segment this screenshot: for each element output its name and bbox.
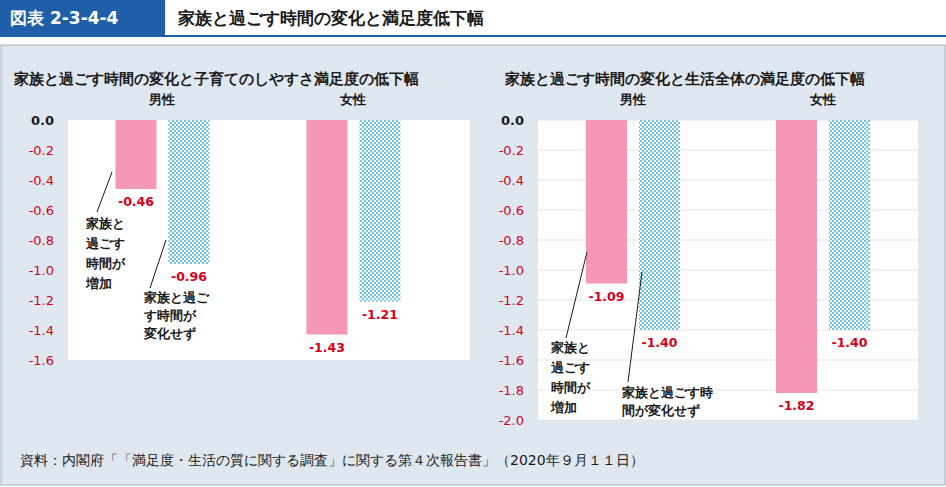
data-label: -1.40	[641, 335, 677, 350]
chart: 家族と過ごす時間の変化と子育てのしやすさ満足度の低下幅 0.0 -0.2 -0.4 -0…	[13, 70, 470, 368]
plot-area	[538, 120, 918, 420]
series-label-line: 家族と	[550, 340, 590, 355]
chart: 家族と過ごす時間の変化と生活全体の満足度の低下幅 0.0 -0.2 -0.4 -0.6 -…	[499, 70, 918, 428]
source: 資料：内閣府「「満足度・生活の質に関する調査」に関する第４次報告書」（2020年…	[20, 452, 644, 468]
data-label: -0.46	[118, 194, 154, 209]
tick-label: -1.0	[499, 263, 524, 278]
data-label: -0.96	[171, 269, 207, 284]
header-label: 図表 2-3-4-4	[10, 8, 119, 28]
series-label: 家族と過ごす時間が変化せず	[143, 290, 210, 341]
tick-label: -0.8	[499, 233, 524, 248]
series-label: 家族と過ごす時間が増加	[550, 340, 591, 415]
figure: 図表 2-3-4-4 家族と過ごす時間の変化と満足度低下幅家族と過ごす時間の変化と…	[0, 0, 946, 487]
series-label-line: 過ごす	[551, 360, 590, 375]
tick-label: 0.0	[31, 113, 54, 128]
category-label: 男性	[619, 92, 646, 107]
series-label-line: 家族と過ごす時	[621, 385, 713, 400]
series-label-line: 家族と過ご	[143, 290, 210, 305]
tick-label: -1.6	[29, 353, 54, 368]
series-label-line: 時間が	[86, 256, 126, 271]
grid-line	[538, 420, 918, 421]
bar	[639, 120, 680, 330]
series-label: 家族と過ごす時間が増加	[85, 216, 126, 291]
tick-label: -0.2	[499, 143, 524, 158]
header-label-box	[0, 0, 165, 35]
series-label-line: す時間が	[143, 308, 197, 323]
bar	[829, 120, 870, 330]
tick-label: -0.4	[499, 173, 524, 188]
tick-label: -1.4	[29, 323, 54, 338]
series-label-line: 過ごす	[86, 236, 125, 251]
data-label: -1.82	[778, 398, 814, 413]
series-label: 家族と過ごす時間が変化せず	[621, 385, 713, 418]
tick-label: 0.0	[501, 113, 524, 128]
panel	[1, 45, 945, 485]
bar	[306, 120, 347, 335]
leader-line	[566, 252, 587, 338]
tick-label: -0.2	[29, 143, 54, 158]
data-label: -1.43	[309, 340, 345, 355]
tick-label: -1.6	[499, 353, 524, 368]
category-label: 女性	[809, 92, 836, 107]
tick-label: -0.6	[29, 203, 54, 218]
series-label-line: 変化せず	[143, 326, 196, 341]
grid-line	[538, 390, 918, 391]
series-label-line: 時間が	[551, 380, 591, 395]
chart-title: 家族と過ごす時間の変化と生活全体の満足度の低下幅	[504, 70, 865, 88]
tick-label: -1.8	[499, 383, 524, 398]
tick-label: -1.0	[29, 263, 54, 278]
bars	[115, 120, 400, 335]
bar	[115, 120, 156, 189]
bar	[776, 120, 817, 393]
series-label-line: 家族と	[85, 216, 125, 231]
tick-label: -0.4	[29, 173, 54, 188]
series-label-line: 間が変化せず	[622, 403, 700, 418]
data-label: -1.21	[362, 307, 398, 322]
leader-line	[97, 172, 112, 212]
series-label-line: 増加	[85, 276, 112, 291]
bars	[586, 120, 870, 393]
data-label: -1.09	[588, 289, 624, 304]
category-label: 男性	[148, 92, 175, 107]
category-label: 女性	[339, 92, 366, 107]
chart-title: 家族と過ごす時間の変化と子育てのしやすさ満足度の低下幅	[13, 70, 419, 88]
data-label: -1.40	[831, 335, 867, 350]
leader-line	[150, 240, 166, 288]
bar	[359, 120, 400, 302]
header-rule	[0, 35, 946, 37]
bar	[586, 120, 627, 284]
page-background	[0, 0, 946, 487]
header-title: 家族と過ごす時間の変化と満足度低下幅	[177, 8, 484, 28]
plot-area	[68, 120, 470, 360]
tick-label: -0.6	[499, 203, 524, 218]
bar	[168, 120, 209, 264]
tick-label: -1.2	[499, 293, 524, 308]
series-label-line: 増加	[550, 400, 577, 415]
tick-label: -1.2	[29, 293, 54, 308]
leader-line	[628, 272, 642, 382]
tick-label: -2.0	[499, 413, 524, 428]
grid-line	[538, 360, 918, 361]
tick-label: -0.8	[29, 233, 54, 248]
tick-label: -1.4	[499, 323, 524, 338]
